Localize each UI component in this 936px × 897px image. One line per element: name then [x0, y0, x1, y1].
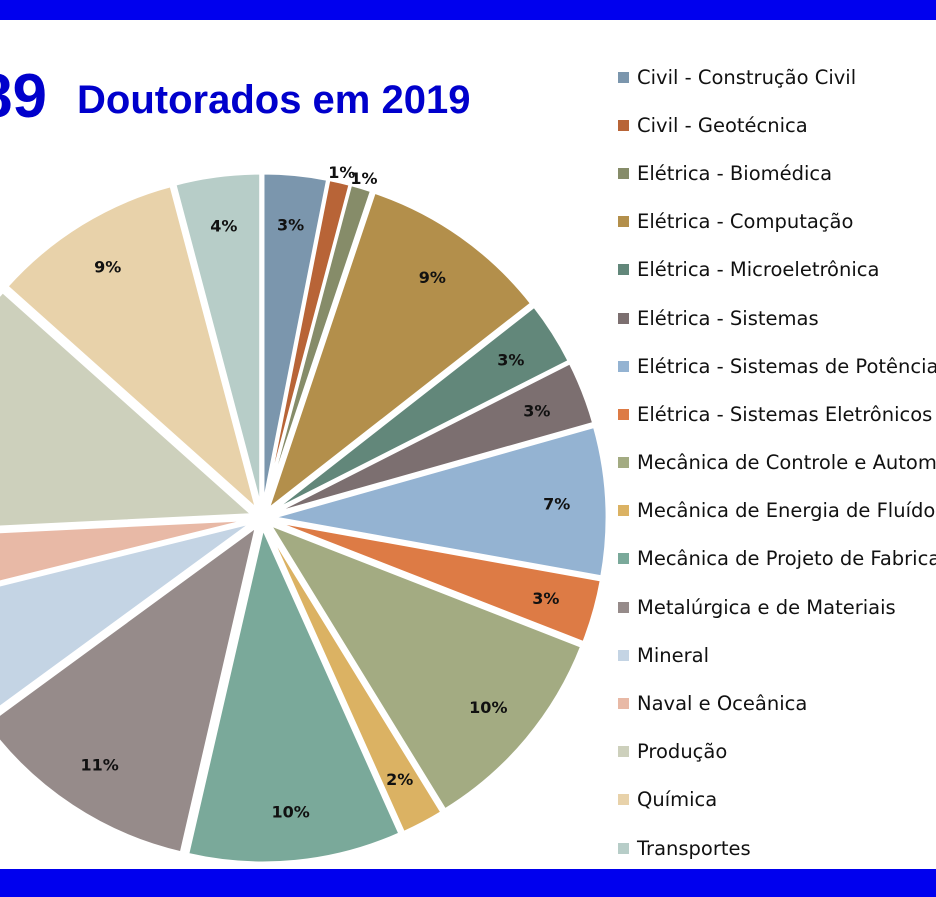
legend-swatch: [618, 71, 629, 83]
pie-slice: [185, 523, 402, 865]
legend-label: Naval e Oceânica: [637, 692, 808, 716]
pie-slice: [173, 171, 263, 509]
legend-label: Mecânica de Controle e Automação: [637, 451, 936, 475]
legend-label: Elétrica - Computação: [637, 210, 854, 234]
pie-slice: [0, 520, 254, 710]
legend-label: Civil - Construção Civil: [637, 65, 857, 89]
legend-swatch: [618, 601, 629, 613]
legend-swatch: [618, 746, 629, 758]
legend-label: Metalúrgica e de Materiais: [637, 595, 896, 619]
pie-slice: [271, 519, 604, 645]
chart-title: Doutorados em 2019: [77, 78, 471, 122]
pie-slice: [270, 360, 596, 516]
legend-label: Mineral: [637, 643, 709, 667]
legend-item: Mecânica de Projeto de Fabricação: [618, 535, 936, 583]
legend-label: Mecânica de Energia de Fluídos: [637, 499, 936, 523]
chart-legend: Civil - Construção Civil Civil - Geotécni…: [618, 53, 936, 872]
bottom-frame-bar: [0, 869, 936, 897]
slice-percent-label: 2%: [386, 770, 413, 789]
slice-percent-label: 10%: [271, 803, 309, 822]
legend-label: Elétrica - Sistemas Eletrônicos: [637, 402, 933, 426]
slice-percent-label: 9%: [419, 268, 446, 287]
slice-percent-label: 3%: [277, 215, 304, 234]
legend-item: Metalúrgica e de Materiais: [618, 583, 936, 631]
legend-swatch: [618, 312, 629, 324]
legend-label: Elétrica - Biomédica: [637, 161, 833, 185]
pie-slice: [271, 424, 609, 579]
legend-swatch: [618, 457, 629, 469]
legend-swatch: [618, 649, 629, 661]
legend-label: Química: [637, 788, 718, 812]
legend-swatch: [618, 505, 629, 517]
legend-item: Elétrica - Sistemas de Potência: [618, 342, 936, 390]
legend-item: Química: [618, 776, 936, 824]
pie-slice: [269, 304, 572, 514]
slice-percent-label: 1%: [328, 163, 355, 182]
legend-item: Civil - Construção Civil: [618, 53, 936, 101]
legend-item: Mecânica de Controle e Automação: [618, 439, 936, 487]
pie-slice: [4, 183, 260, 514]
legend-item: Elétrica - Computação: [618, 198, 936, 246]
legend-swatch: [618, 408, 629, 420]
doctorate-count: 89: [0, 62, 47, 131]
pie-slice: [264, 190, 534, 515]
legend-swatch: [618, 360, 629, 372]
legend-label: Mecânica de Projeto de Fabricação: [637, 547, 936, 571]
legend-swatch: [618, 553, 629, 565]
legend-item: Elétrica - Sistemas: [618, 294, 936, 342]
slice-percent-label: 4%: [210, 216, 237, 235]
slice-percent-label: 9%: [94, 258, 121, 277]
legend-item: Transportes: [618, 824, 936, 872]
legend-label: Elétrica - Microeletrônica: [637, 258, 880, 282]
legend-swatch: [618, 216, 629, 228]
slice-percent-label: 1%: [350, 169, 377, 188]
top-frame-bar: [0, 0, 936, 20]
legend-item: Naval e Oceânica: [618, 679, 936, 727]
legend-swatch: [618, 698, 629, 710]
pie-slice: [0, 289, 257, 529]
legend-item: Mineral: [618, 631, 936, 679]
legend-label: Elétrica - Sistemas de Potência: [637, 354, 936, 378]
legend-swatch: [618, 842, 629, 854]
slice-percent-label: 3%: [497, 351, 524, 370]
legend-swatch: [618, 167, 629, 179]
slice-percent-label: 3%: [523, 402, 550, 421]
legend-item: Elétrica - Microeletrônica: [618, 246, 936, 294]
legend-item: Elétrica - Biomédica: [618, 149, 936, 197]
legend-label: Transportes: [637, 836, 751, 860]
legend-label: Produção: [637, 740, 728, 764]
pie-slice: [0, 517, 253, 584]
slice-percent-label: 7%: [543, 495, 570, 514]
pie-slice: [266, 521, 584, 812]
legend-swatch: [618, 794, 629, 806]
slice-percent-label: 10%: [469, 698, 507, 717]
legend-swatch: [618, 264, 629, 276]
legend-label: Elétrica - Sistemas: [637, 306, 819, 330]
legend-label: Civil - Geotécnica: [637, 113, 808, 137]
legend-item: Civil - Geotécnica: [618, 101, 936, 149]
legend-swatch: [618, 119, 629, 131]
pie-slice: [0, 522, 259, 855]
slice-percent-label: 11%: [80, 755, 118, 774]
legend-item: Elétrica - Sistemas Eletrônicos: [618, 390, 936, 438]
pie-slice: [265, 526, 445, 835]
legend-item: Produção: [618, 728, 936, 776]
slice-percent-label: 3%: [532, 589, 559, 608]
pie-slice: [263, 182, 374, 509]
legend-item: Mecânica de Energia de Fluídos: [618, 487, 936, 535]
